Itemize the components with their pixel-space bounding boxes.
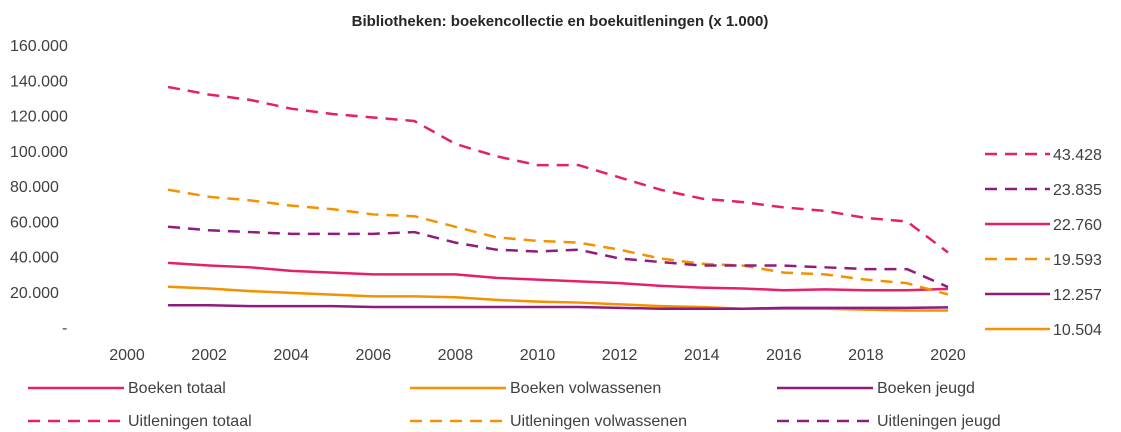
end-label: 22.760 — [1053, 217, 1102, 234]
legend-label: Boeken totaal — [128, 380, 226, 397]
x-tick-label: 2004 — [273, 347, 309, 364]
y-tick-label: 100.000 — [10, 144, 68, 161]
x-tick-label: 2016 — [766, 347, 802, 364]
x-tick-label: 2008 — [438, 347, 474, 364]
series-line — [168, 303, 949, 310]
y-tick-label: 80.000 — [10, 179, 59, 196]
x-tick-label: 2000 — [109, 347, 145, 364]
y-tick-label: 120.000 — [10, 109, 68, 126]
end-label: 19.593 — [1053, 252, 1102, 269]
legend-label: Uitleningen jeugd — [877, 413, 1001, 430]
chart-title: Bibliotheken: boekencollectie en boekuit… — [352, 13, 769, 30]
y-tick-label: - — [62, 320, 67, 337]
end-label: 12.257 — [1053, 287, 1102, 304]
end-label: 23.835 — [1053, 182, 1102, 199]
end-label: 43.428 — [1053, 147, 1102, 164]
end-label: 10.504 — [1053, 322, 1102, 339]
x-tick-label: 2020 — [930, 347, 966, 364]
legend-label: Boeken jeugd — [877, 380, 975, 397]
series-line — [167, 85, 949, 254]
series-line — [167, 225, 949, 289]
y-tick-label: 20.000 — [10, 285, 59, 302]
series-line — [167, 188, 949, 296]
legend-label: Uitleningen volwassenen — [510, 413, 687, 430]
x-tick-label: 2002 — [191, 347, 227, 364]
legend-label: Uitleningen totaal — [128, 413, 252, 430]
x-tick-label: 2014 — [684, 347, 720, 364]
y-tick-label: 60.000 — [10, 214, 59, 231]
series-line — [167, 261, 949, 292]
x-tick-label: 2012 — [602, 347, 638, 364]
y-tick-label: 140.000 — [10, 73, 68, 90]
legend-label: Boeken volwassenen — [510, 380, 661, 397]
y-tick-label: 40.000 — [10, 250, 59, 267]
x-tick-label: 2010 — [520, 347, 556, 364]
y-tick-label: 160.000 — [10, 38, 68, 55]
x-tick-label: 2018 — [848, 347, 884, 364]
x-tick-label: 2006 — [356, 347, 392, 364]
